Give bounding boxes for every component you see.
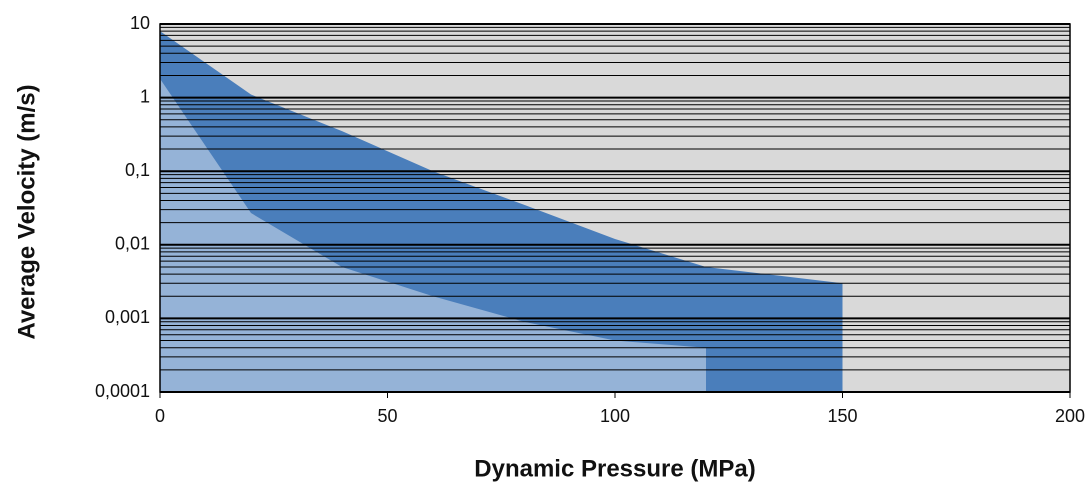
y-tick-label: 0,1 — [125, 160, 150, 180]
x-axis-label: Dynamic Pressure (MPa) — [474, 455, 755, 482]
x-tick-label: 200 — [1055, 406, 1085, 426]
area — [160, 78, 706, 392]
x-tick-label: 0 — [155, 406, 165, 426]
y-tick-label: 10 — [130, 13, 150, 33]
x-tick-label: 50 — [377, 406, 397, 426]
y-tick-label: 0,0001 — [95, 381, 150, 401]
y-tick-label: 1 — [140, 86, 150, 106]
x-tick-label: 100 — [600, 406, 630, 426]
x-tick-label: 150 — [827, 406, 857, 426]
y-tick-label: 0,001 — [105, 307, 150, 327]
y-tick-label: 0,01 — [115, 234, 150, 254]
y-axis-label: Average Velocity (m/s) — [13, 84, 40, 339]
